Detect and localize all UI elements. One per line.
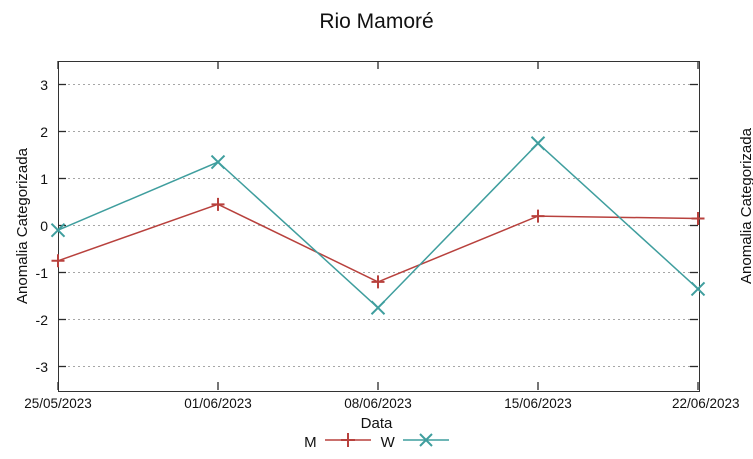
plot-area xyxy=(58,61,700,392)
y-tick-label: -2 xyxy=(35,311,48,328)
plus-marker-icon xyxy=(324,432,371,452)
x-tick-label: 15/06/2023 xyxy=(504,396,572,411)
legend-label: W xyxy=(380,433,395,451)
x-tick-label: 08/06/2023 xyxy=(344,396,412,411)
y-tick-label: 3 xyxy=(40,76,48,93)
cross-marker-icon xyxy=(402,432,449,452)
legend-item-m: M xyxy=(304,432,371,452)
y-tick-label: 0 xyxy=(40,217,48,234)
y-tick-label: -3 xyxy=(35,358,48,375)
legend-item-w: W xyxy=(381,432,449,452)
y-tick-label: -1 xyxy=(35,264,48,281)
y-tick-label: 2 xyxy=(40,123,48,140)
x-tick-label: 22/06/2023 xyxy=(672,396,740,411)
plot-svg xyxy=(50,61,706,390)
x-tick-label: 25/05/2023 xyxy=(24,396,92,411)
second-chart-y-axis-label: Anomalia Categorizada xyxy=(738,128,753,284)
x-axis-label: Data xyxy=(360,415,393,432)
legend-label: M xyxy=(304,433,317,451)
x-tick-label: 01/06/2023 xyxy=(184,396,252,411)
chart-title: Rio Mamoré xyxy=(319,10,434,33)
y-tick-label: 1 xyxy=(40,170,48,187)
